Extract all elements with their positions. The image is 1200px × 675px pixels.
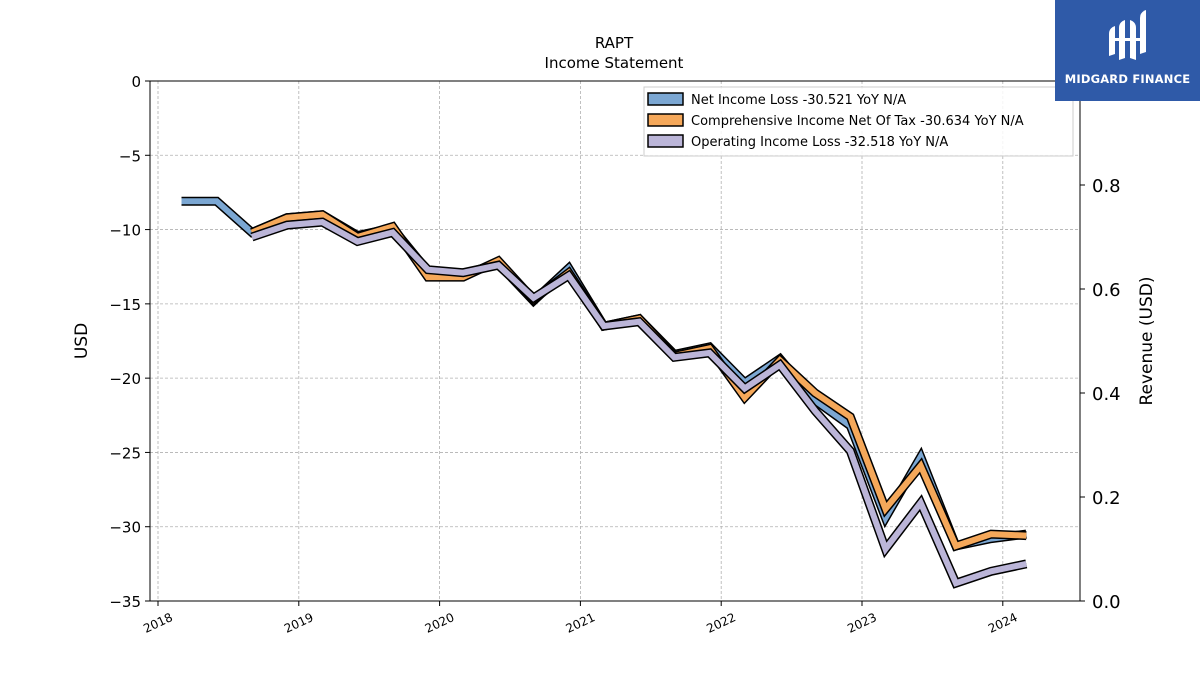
legend-swatch-0: [647, 92, 684, 106]
legend-swatch-1: [647, 113, 684, 127]
plot-frame: [149, 80, 1081, 602]
y-right-tick-label: 0.0: [1092, 592, 1121, 613]
y-tick-label: −15: [109, 296, 141, 314]
legend-box: [643, 86, 1074, 157]
x-tick-label: 2019: [282, 610, 316, 636]
y-tick-label: −5: [119, 147, 141, 165]
x-tick-label: 2023: [845, 610, 879, 636]
legend-swatch-2: [647, 134, 684, 148]
y-tick-label: −30: [109, 519, 141, 537]
series-outline-2: [250, 217, 1028, 589]
y-tick-label: −25: [109, 444, 141, 462]
y-right-tick-label: 0.2: [1092, 488, 1121, 509]
logo-text: MIDGARD FINANCE: [1064, 72, 1191, 86]
legend: Net Income Loss -30.521 YoY N/A Comprehen…: [643, 86, 1074, 157]
y-tick-label: −10: [109, 222, 141, 240]
y-tick-label: −20: [109, 370, 141, 388]
y-right-tick-label: 0.8: [1092, 176, 1121, 197]
y-axis-label: USD: [72, 323, 92, 359]
chart-title: RAPT: [595, 34, 634, 52]
y-axis-label-right: Revenue (USD): [1137, 276, 1157, 405]
midgard-logo-icon: [1108, 10, 1146, 60]
y-tick-label: −35: [109, 593, 141, 611]
chart-subtitle: Income Statement: [545, 54, 684, 72]
x-tick-label: 2018: [141, 610, 175, 636]
legend-entry-2: Operating Income Loss -32.518 YoY N/A: [691, 135, 948, 150]
x-tick-label: 2024: [986, 610, 1020, 636]
series-lines: [181, 196, 1028, 589]
x-tick-label: 2022: [704, 610, 738, 636]
y-tick-label: 0: [131, 73, 141, 91]
x-tick-label: 2021: [564, 610, 598, 636]
brand-logo: MIDGARD FINANCE: [1055, 0, 1200, 101]
y-right-tick-label: 0.6: [1092, 280, 1121, 301]
series-line-2: [250, 219, 1027, 587]
legend-entry-1: Comprehensive Income Net Of Tax -30.634 …: [691, 114, 1024, 129]
x-tick-label: 2020: [423, 610, 457, 636]
y-right-tick-label: 0.4: [1092, 384, 1121, 405]
grid: [150, 80, 1080, 602]
series-outline-1: [250, 210, 1027, 552]
legend-entry-0: Net Income Loss -30.521 YoY N/A: [691, 93, 906, 108]
series-line-1: [250, 211, 1027, 550]
